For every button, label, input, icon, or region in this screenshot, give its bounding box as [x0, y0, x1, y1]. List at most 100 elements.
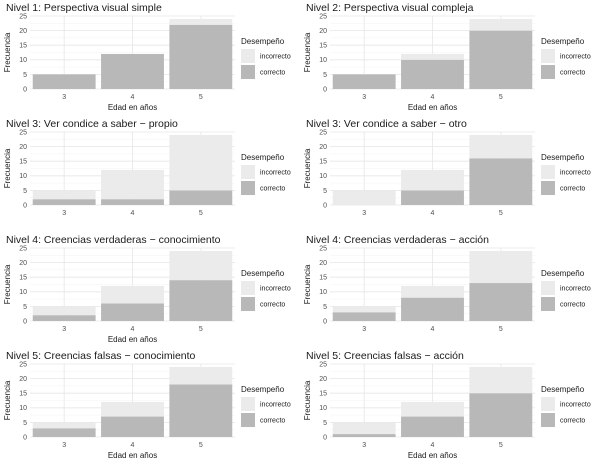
bar-correcto [401, 190, 464, 205]
y-tick-label: 15 [19, 159, 27, 166]
legend-title: Desempeño [541, 385, 585, 394]
bar-correcto [469, 30, 533, 90]
y-tick-label: 15 [319, 159, 327, 166]
legend-label: incorrecto [560, 170, 591, 177]
bar-incorrecto [401, 53, 464, 60]
legend-label: correcto [260, 70, 285, 77]
chart-svg: Nivel 2: Perspectiva visual compleja 0 5 10… [303, 2, 591, 112]
y-tick-label: 15 [319, 391, 327, 398]
y-tick-label: 25 [19, 245, 27, 252]
x-tick-label: 4 [431, 94, 435, 101]
legend-key-incorrecto [541, 397, 555, 411]
y-tick-label: 0 [23, 86, 27, 93]
y-tick-label: 25 [319, 245, 327, 252]
bar-correcto [469, 158, 533, 205]
legend-key-correcto [541, 413, 555, 427]
y-tick-label: 10 [319, 289, 327, 296]
x-tick-label: 3 [62, 442, 66, 449]
chart-panel: Nivel 3: Ver condice a saber − otro 0 5 10 1… [300, 116, 599, 231]
legend-key-correcto [241, 297, 255, 311]
chart-svg: Nivel 4: Creencias verdaderas − conocimi… [3, 234, 291, 344]
y-tick-label: 0 [23, 318, 27, 325]
chart-panel: Nivel 1: Perspectiva visual simple 0 5 10 15… [0, 0, 299, 115]
x-tick-label: 3 [62, 326, 66, 333]
chart-panel: Nivel 4: Creencias verdaderas − acción 0 5… [300, 232, 599, 347]
bar-correcto [101, 303, 164, 321]
y-tick-label: 20 [319, 376, 327, 383]
y-tick-label: 5 [23, 304, 27, 311]
bar-correcto [32, 199, 96, 205]
legend-label: incorrecto [260, 54, 291, 61]
legend-label: incorrecto [560, 286, 591, 293]
legend-title: Desempeño [541, 37, 585, 46]
chart-title: Nivel 5: Creencias falsas − acción [306, 350, 464, 362]
y-tick-label: 0 [323, 202, 327, 209]
legend-key-incorrecto [241, 397, 255, 411]
y-tick-label: 20 [19, 144, 27, 151]
chart-panel: Nivel 2: Perspectiva visual compleja 0 5 10… [300, 0, 599, 115]
bar-incorrecto [401, 169, 464, 191]
x-tick-label: 4 [131, 94, 135, 101]
chart-svg: Nivel 3: Ver condice a saber − propio 0 5 1… [3, 118, 291, 217]
legend-title: Desempeño [241, 385, 285, 394]
bar-incorrecto [401, 401, 464, 417]
bar-incorrecto [169, 134, 233, 191]
bar-incorrecto [169, 366, 233, 385]
y-tick-label: 25 [19, 129, 27, 136]
x-tick-label: 5 [499, 210, 503, 217]
y-tick-label: 25 [19, 13, 27, 20]
legend-key-incorrecto [541, 281, 555, 295]
bar-correcto [332, 434, 396, 437]
chart-svg: Nivel 4: Creencias verdaderas − acción 0 5… [303, 234, 591, 333]
bar-incorrecto [332, 190, 396, 205]
legend-title: Desempeño [241, 153, 285, 162]
x-tick-label: 5 [499, 326, 503, 333]
x-tick-label: 4 [131, 210, 135, 217]
y-tick-label: 5 [23, 72, 27, 79]
x-tick-label: 3 [362, 442, 366, 449]
bar-incorrecto [469, 366, 533, 394]
x-axis-label: Edad en años [108, 103, 157, 112]
chart-svg: Nivel 5: Creencias falsas − acción 0 5 10 15… [303, 350, 591, 460]
bar-correcto [32, 74, 96, 89]
bar-correcto [401, 416, 464, 437]
legend-label: incorrecto [260, 402, 291, 409]
bar-incorrecto [469, 134, 533, 159]
legend-key-incorrecto [541, 49, 555, 63]
legend-title: Desempeño [241, 269, 285, 278]
legend-label: incorrecto [560, 402, 591, 409]
legend-label: correcto [260, 186, 285, 193]
y-tick-label: 25 [319, 13, 327, 20]
legend-label: correcto [560, 186, 585, 193]
y-tick-label: 25 [319, 361, 327, 368]
y-axis-label: Frecuencia [3, 32, 12, 72]
y-tick-label: 20 [19, 28, 27, 35]
x-tick-label: 5 [199, 442, 203, 449]
bar-correcto [101, 199, 164, 205]
x-tick-label: 3 [362, 210, 366, 217]
chart-title: Nivel 5: Creencias falsas − conocimiento [6, 350, 196, 362]
bar-incorrecto [469, 18, 533, 31]
bar-correcto [169, 190, 233, 205]
legend-label: correcto [560, 418, 585, 425]
chart-panel: Nivel 4: Creencias verdaderas − conocimi… [0, 232, 299, 347]
x-tick-label: 3 [362, 94, 366, 101]
y-tick-label: 0 [23, 202, 27, 209]
y-tick-label: 5 [323, 72, 327, 79]
bar-correcto [401, 297, 464, 321]
y-tick-label: 10 [319, 173, 327, 180]
chart-title: Nivel 2: Perspectiva visual compleja [306, 2, 474, 14]
y-tick-label: 0 [323, 86, 327, 93]
bar-correcto [469, 393, 533, 437]
bar-incorrecto [332, 306, 396, 313]
x-tick-label: 5 [199, 94, 203, 101]
legend-key-correcto [241, 413, 255, 427]
x-tick-label: 4 [131, 326, 135, 333]
legend-label: correcto [560, 302, 585, 309]
y-tick-label: 10 [19, 173, 27, 180]
x-tick-label: 4 [131, 442, 135, 449]
y-tick-label: 10 [319, 405, 327, 412]
y-tick-label: 20 [319, 28, 327, 35]
x-tick-label: 3 [362, 326, 366, 333]
x-tick-label: 3 [62, 94, 66, 101]
